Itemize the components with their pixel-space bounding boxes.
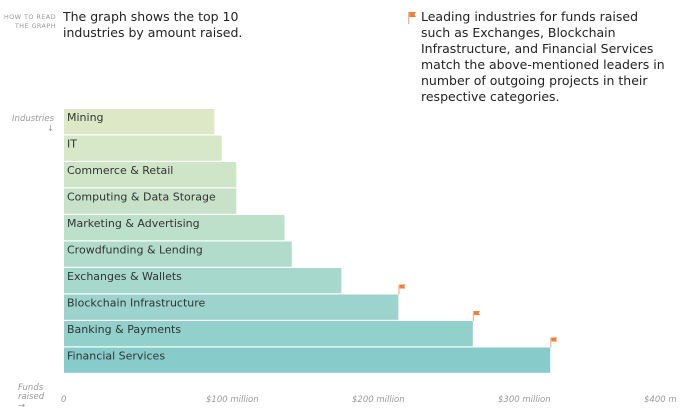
x-tick-label: $300 million	[498, 395, 551, 405]
bar-label: Marketing & Advertising	[67, 217, 200, 230]
bar-label: Computing & Data Storage	[67, 191, 216, 204]
flag-icon	[550, 338, 557, 348]
x-tick-label: $200 million	[352, 395, 405, 405]
bar-label: Banking & Payments	[67, 323, 181, 336]
x-tick-label: 0	[61, 395, 66, 405]
x-tick-label: $400 m	[644, 395, 677, 405]
x-tick-label: $100 million	[206, 395, 259, 405]
bar-label: Exchanges & Wallets	[67, 270, 182, 283]
bar-label: Mining	[67, 111, 104, 124]
bar-label: IT	[67, 138, 77, 151]
flag-icon	[473, 311, 480, 321]
bar-it	[64, 136, 222, 161]
bar-label: Blockchain Infrastructure	[67, 297, 206, 310]
bar-label: Crowdfunding & Lending	[67, 244, 203, 257]
bar-label: Commerce & Retail	[67, 164, 173, 177]
flag-icon	[398, 285, 405, 295]
bar-label: Financial Services	[67, 350, 165, 363]
